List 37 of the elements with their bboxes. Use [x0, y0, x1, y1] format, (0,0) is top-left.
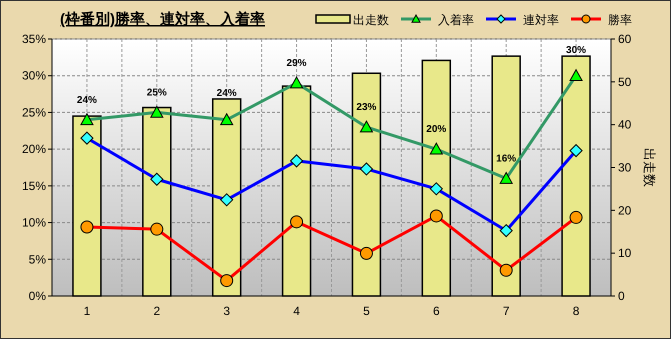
data-label: 23%	[356, 102, 377, 114]
x-tick-label: 1	[84, 304, 91, 318]
y-tick-label: 25%	[22, 105, 46, 120]
data-label: 29%	[286, 58, 307, 70]
y2-tick-label: 60	[618, 32, 632, 46]
x-tick-label: 7	[502, 304, 510, 318]
legend-label: 連対率	[523, 13, 559, 27]
y-tick-label: 35%	[22, 32, 46, 46]
data-label: 24%	[216, 88, 237, 99]
chart-title: (枠番別)勝率、連対率、入着率	[60, 10, 265, 28]
y2-tick-label: 0	[618, 289, 625, 303]
x-tick-label: 8	[572, 304, 580, 318]
y-tick-label: 5%	[28, 252, 46, 266]
x-tick-label: 6	[432, 304, 440, 318]
x-tick-label: 3	[223, 304, 230, 318]
data-label: 24%	[76, 94, 98, 106]
data-label: 25%	[146, 87, 167, 98]
y-tick-label: 10%	[22, 216, 46, 230]
y2-tick-label: 20	[618, 203, 632, 218]
y-tick-label: 0%	[28, 289, 46, 303]
y2-tick-label: 30	[618, 160, 632, 174]
y2-axis-title: 出走数	[642, 148, 657, 187]
data-label: 20%	[426, 124, 446, 136]
legend-label: 入着率	[438, 13, 474, 27]
legend-label: 勝率	[608, 13, 632, 27]
y-tick-label: 30%	[22, 68, 46, 83]
y2-tick-label: 10	[618, 246, 632, 260]
x-tick-label: 5	[363, 304, 370, 318]
x-tick-label: 2	[153, 304, 160, 318]
y-tick-label: 20%	[22, 142, 46, 156]
y2-tick-label: 40	[618, 118, 632, 132]
data-label: 16%	[496, 154, 516, 165]
legend-label: 出走数	[353, 13, 389, 27]
y2-tick-label: 50	[618, 74, 632, 89]
y-tick-label: 15%	[22, 178, 46, 193]
data-label: 30%	[566, 45, 586, 56]
x-tick-label: 4	[293, 304, 300, 318]
